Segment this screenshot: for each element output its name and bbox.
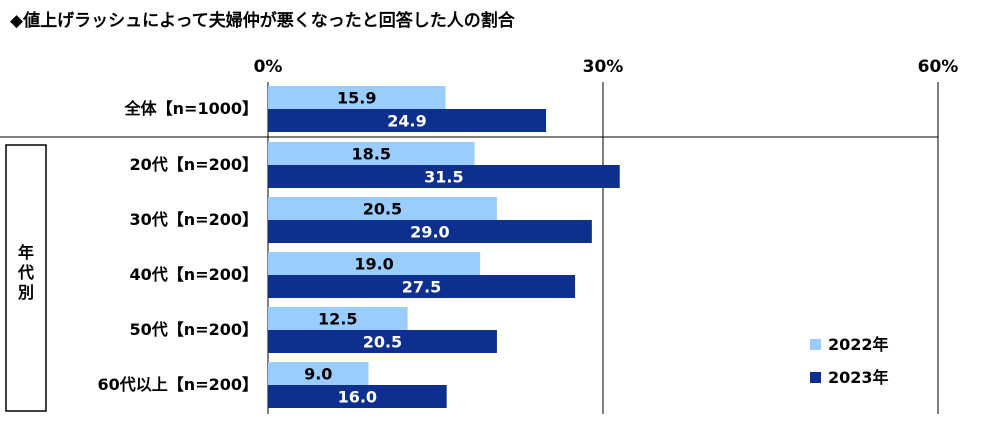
group-label-char: 年 (18, 243, 34, 262)
bar (268, 307, 408, 330)
data-label: 19.0 (354, 255, 393, 274)
legend-swatch (810, 339, 821, 350)
category-label: 40代【n=200】 (130, 265, 258, 284)
data-label: 27.5 (402, 278, 441, 297)
category-label: 全体【n=1000】 (124, 99, 258, 118)
data-label: 16.0 (338, 388, 377, 407)
category-label: 60代以上【n=200】 (98, 375, 258, 394)
bar (268, 165, 620, 188)
bar (268, 86, 446, 109)
data-label: 31.5 (424, 168, 463, 187)
group-label-box (5, 144, 47, 412)
data-label: 18.5 (352, 145, 391, 164)
data-label: 29.0 (410, 223, 449, 242)
bar (268, 275, 576, 298)
bar (268, 220, 592, 243)
group-label-char: 代 (17, 263, 34, 282)
legend-swatch (810, 372, 821, 383)
category-label: 20代【n=200】 (130, 155, 258, 174)
bar (268, 197, 497, 220)
data-label: 15.9 (337, 89, 376, 108)
legend-label: 2022年 (828, 335, 889, 354)
legend-label: 2023年 (828, 368, 889, 387)
data-label: 20.5 (363, 200, 402, 219)
category-label: 50代【n=200】 (130, 320, 258, 339)
data-label: 12.5 (318, 310, 357, 329)
x-tick-label: 0% (254, 57, 283, 77)
x-tick-label: 30% (583, 57, 624, 77)
bar (268, 330, 497, 353)
bar (268, 142, 475, 165)
data-label: 24.9 (387, 112, 426, 131)
x-tick-label: 60% (918, 57, 959, 77)
data-label: 20.5 (363, 333, 402, 352)
bar (268, 252, 481, 275)
bar (268, 362, 369, 385)
chart-title: ◆値上げラッシュによって夫婦仲が悪くなったと回答した人の割合 (10, 11, 515, 31)
data-label: 9.0 (304, 365, 332, 384)
bar (268, 385, 447, 408)
bar (268, 109, 547, 132)
category-label: 30代【n=200】 (130, 210, 258, 229)
group-label-char: 別 (18, 283, 34, 302)
